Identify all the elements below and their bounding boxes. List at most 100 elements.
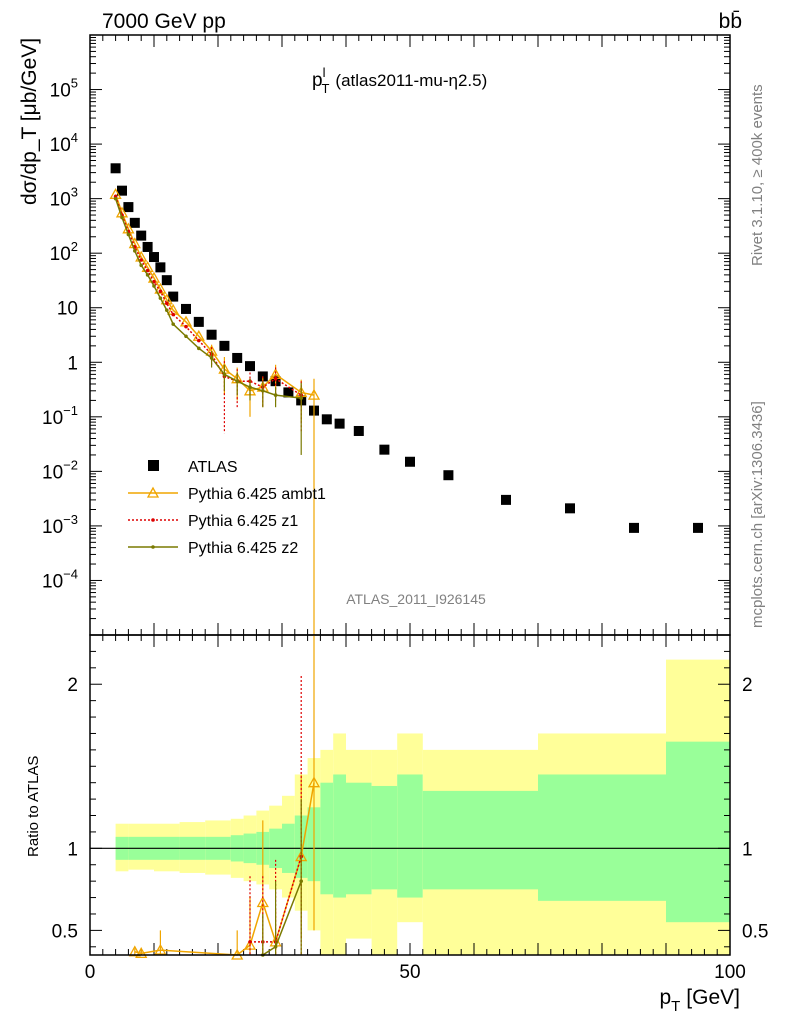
ratio-dot-marker [299,879,304,883]
legend-label: ATLAS [188,459,238,476]
atlas-data-point [693,522,703,533]
dot-marker [139,263,143,268]
dot-marker [126,232,131,237]
atlas-data-point [149,252,159,263]
ratio-dot-marker [248,940,252,944]
main-y-axis-label: dσ/dp_T [μb/GeV] [18,38,41,205]
atlas-data-point [443,470,454,481]
ratio-plot-frame [89,634,731,956]
dot-marker [152,279,156,284]
ratio-triangle-marker [135,947,148,959]
legend-marker [148,460,159,471]
ratio-series-layer [128,635,321,960]
ratio-triangle-marker [256,896,269,908]
series-line [113,196,304,455]
main-series-layer [109,163,703,635]
dot-marker [209,356,214,360]
dot-marker [133,249,137,253]
energy-label: 7000 GeV pp [102,10,226,33]
atlas-data-point [379,444,390,455]
ratio-plot: 0.5 0.5 1 1 2 2 0 50 100 [52,634,768,983]
x-tick-label: 50 [399,962,420,983]
legend: ATLAS Pythia 6.425 ambt1 Pythia 6.425 z1 Py… [128,459,326,557]
dot-marker [145,268,150,273]
atlas-data-point [168,291,179,302]
y-tick-label: 10−2 [42,457,78,483]
band-inner [538,774,666,901]
ratio-uncertainty-bands [90,659,730,955]
atlas-data-point [110,163,121,174]
rivet-version-label: Rivet 3.1.10, ≥ 400k events [749,84,766,266]
dot-marker [152,284,156,288]
dot-marker [158,289,163,294]
process-label: bb̄ [719,10,742,33]
y-tick-label: 10−4 [42,566,78,592]
dot-marker [273,376,278,381]
y-tick-label: 105 [50,76,78,102]
atlas-data-point [142,241,153,252]
ratio-y-tick-label-right: 2 [742,675,753,696]
mcplots-label: mcplots.cern.ch [arXiv:1306.3436] [749,401,766,628]
band-inner [346,782,372,895]
ratio-y-tick-label-right: 1 [742,839,753,860]
band-inner [474,790,538,890]
dot-marker [222,372,227,377]
atlas-data-point [206,329,217,340]
dot-marker [165,301,169,306]
atlas-data-point [136,230,147,241]
atlas-data-point [181,303,191,314]
atlas-data-point [193,316,204,327]
legend-entry: Pythia 6.425 ambt1 [128,486,326,503]
y-tick-label: 102 [50,239,78,265]
atlas-data-point [565,503,575,514]
band-inner [666,741,730,923]
ratio-y-axis-label: Ratio to ATLAS [25,756,42,857]
dot-marker [120,215,124,220]
atlas-data-point [232,352,243,363]
atlas-data-point [219,340,230,351]
legend-label: Pythia 6.425 ambt1 [188,486,326,503]
triangle-marker [307,388,321,400]
atlas-data-point [629,522,639,533]
atlas-data-point [117,185,127,196]
dot-marker [139,258,143,262]
ratio-dot-marker [273,944,278,949]
legend-entry: ATLAS [148,459,238,476]
band-inner [333,774,346,898]
x-tick-label: 100 [714,962,746,983]
atlas-data-point [283,387,294,398]
y-tick-label: 10−3 [42,512,78,538]
series-line [114,194,315,396]
atlas-data-point [129,217,140,228]
dot-marker [184,324,188,329]
band-inner [422,790,474,890]
ratio-y-tick-label: 2 [67,675,78,696]
dot-marker [165,308,169,313]
dot-marker [248,385,252,389]
legend-label: Pythia 6.425 z2 [188,540,298,557]
legend-marker [146,486,160,498]
ratio-triangle-marker [307,776,321,788]
band-inner [371,785,398,890]
legend-label: Pythia 6.425 z1 [188,513,298,530]
series-triangle [109,187,321,635]
ratio-series-line [261,799,304,957]
atlas-data-point [123,202,134,213]
ratio-triangle-marker [154,943,167,955]
dot-marker [197,338,201,343]
legend-entry: Pythia 6.425 z2 [128,540,298,557]
x-tick-label: 0 [85,962,96,983]
x-axis-label: pT [GeV] [659,986,740,1015]
series-line [114,196,302,396]
dot-marker [273,393,278,397]
dot-marker [235,379,239,383]
series-line [114,198,302,399]
dot-marker [184,334,188,339]
ratio-y-tick-label-right: 0.5 [742,921,768,942]
dot-marker [197,346,201,351]
dot-marker [299,396,304,400]
legend-entry: Pythia 6.425 z1 [128,513,298,530]
